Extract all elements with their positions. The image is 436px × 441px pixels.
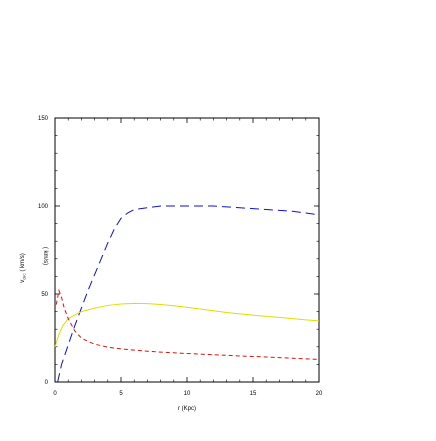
x-tick-label: 0: [53, 391, 57, 397]
labels-layer: r (Kpc) vcirc ( km/s) ( km/s): [20, 247, 196, 412]
y-axis-label-subscript: circ: [22, 274, 27, 280]
x-tick-label: 10: [184, 391, 191, 397]
x-tick-label: 15: [250, 391, 257, 397]
plot-frame: [54, 117, 320, 383]
y-axis-label-units: ( km/s): [20, 253, 26, 271]
solid-curve: [54, 302, 320, 347]
x-axis-label: r (Kpc): [178, 406, 196, 412]
y-tick-label: 50: [41, 292, 48, 298]
long-dashed-curve: [57, 205, 320, 383]
y-tick-label: 0: [45, 380, 49, 386]
y-tick-label: 150: [38, 116, 49, 122]
y-axis-label-mirrored: ( km/s): [42, 247, 48, 265]
ticks-layer: 0 5 10 15 20 0 50 100 150: [38, 116, 323, 397]
series-layer: [54, 205, 320, 383]
short-dashed-curve: [55, 288, 320, 360]
y-axis-label-main: v: [20, 280, 26, 283]
x-tick-label: 20: [316, 391, 323, 397]
x-tick-label: 5: [119, 391, 123, 397]
y-axis-label: vcirc ( km/s): [20, 253, 27, 283]
y-tick-label: 100: [38, 204, 49, 210]
